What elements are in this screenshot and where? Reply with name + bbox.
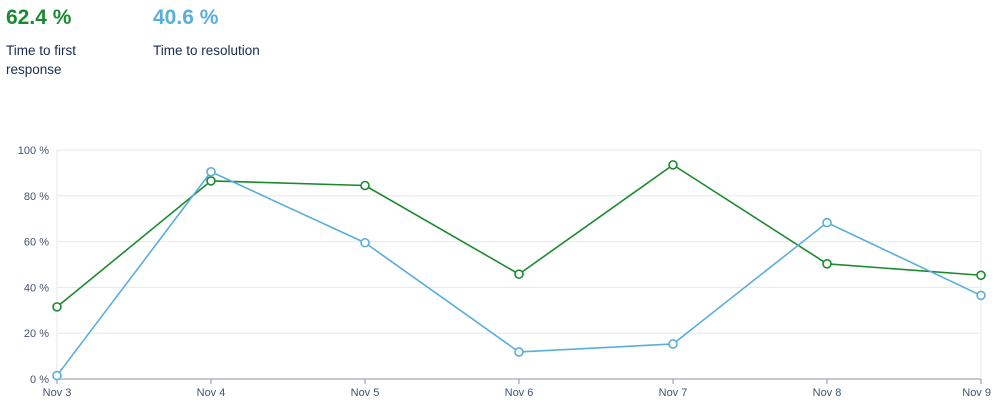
data-point[interactable] <box>52 370 62 381</box>
metric-resolution: 40.6 % Time to resolution <box>153 4 313 60</box>
data-point[interactable] <box>514 347 524 357</box>
data-point[interactable] <box>822 217 832 228</box>
metric-first-response-label: Time to first response <box>6 43 77 77</box>
x-tick-label: Nov 4 <box>197 387 226 399</box>
data-point[interactable] <box>976 270 986 281</box>
x-tick-label: Nov 7 <box>659 387 688 399</box>
metric-resolution-value: 40.6 % <box>153 6 219 29</box>
y-tick-label: 20 % <box>24 328 49 340</box>
data-point[interactable] <box>668 160 678 170</box>
x-tick-label: Nov 3 <box>43 387 72 399</box>
x-tick-label: Nov 9 <box>962 387 991 399</box>
data-point[interactable] <box>52 302 62 312</box>
y-tick-label: 60 % <box>24 237 49 249</box>
data-point[interactable] <box>514 269 524 279</box>
y-axis: 0 % 20 % 40 % 60 % 80 % 100 % <box>18 145 49 386</box>
metrics-summary: 62.4 % Time to first response 40.6 % Tim… <box>6 4 406 84</box>
data-point[interactable] <box>206 166 216 177</box>
y-tick-label: 0 % <box>30 374 49 386</box>
metric-first-response-value: 62.4 % <box>6 6 72 29</box>
metric-resolution-label: Time to resolution <box>153 43 260 58</box>
y-tick-label: 40 % <box>24 282 49 294</box>
chart-series <box>52 160 986 381</box>
x-tick-label: Nov 6 <box>505 387 534 399</box>
x-tick-label: Nov 8 <box>813 387 842 399</box>
metric-first-response: 62.4 % Time to first response <box>6 4 106 79</box>
y-tick-label: 100 % <box>18 145 49 157</box>
data-point[interactable] <box>360 237 370 248</box>
data-point[interactable] <box>668 339 678 349</box>
data-point[interactable] <box>976 290 986 301</box>
y-tick-label: 80 % <box>24 191 49 203</box>
x-axis: Nov 3 Nov 4 Nov 5 Nov 6 Nov 7 Nov 8 Nov 9 <box>43 379 991 399</box>
data-point[interactable] <box>360 180 370 191</box>
data-point[interactable] <box>822 259 832 269</box>
series-line-0 <box>56 164 982 308</box>
data-point[interactable] <box>206 176 216 186</box>
x-tick-label: Nov 5 <box>351 387 380 399</box>
